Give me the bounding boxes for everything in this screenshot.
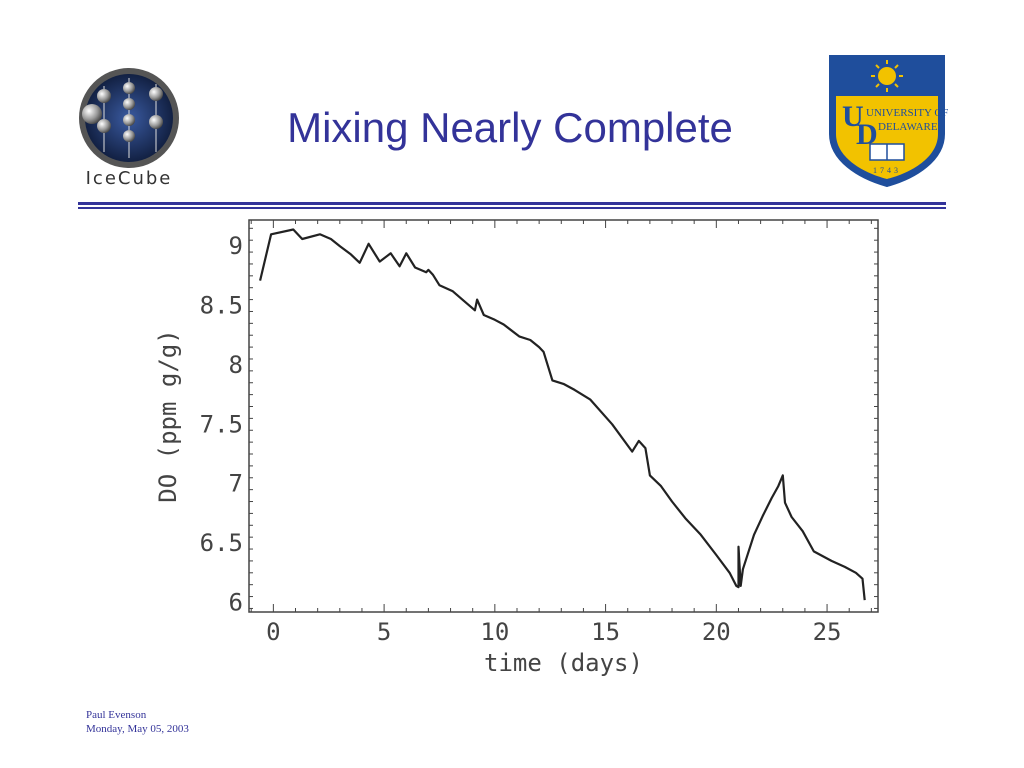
- plot-frame: [248, 219, 879, 613]
- x-tick-label: 15: [591, 618, 620, 646]
- x-tick-label: 20: [702, 618, 731, 646]
- title-rule-secondary: [78, 207, 946, 209]
- x-axis-label: time (days): [484, 649, 643, 677]
- x-tick-label: 5: [377, 618, 391, 646]
- svg-text:U: U: [842, 100, 864, 133]
- y-tick-label: 9: [229, 232, 243, 260]
- book-icon: [869, 143, 905, 161]
- icecube-logo: IceCube: [79, 68, 179, 189]
- x-tick-label: 0: [266, 618, 280, 646]
- ud-text-university: UNIVERSITY OF: [866, 107, 948, 119]
- x-tick-label: 10: [480, 618, 509, 646]
- axis-ticks: [249, 220, 878, 612]
- ud-text-delaware: DELAWARE: [878, 121, 938, 133]
- y-tick-label: 8: [229, 351, 243, 379]
- x-tick-label: 25: [813, 618, 842, 646]
- y-tick-label: 8.5: [200, 292, 243, 320]
- footer-author: Paul Evenson: [86, 709, 147, 721]
- icecube-logo-text: IceCube: [86, 168, 173, 189]
- y-tick-label: 7: [229, 470, 243, 498]
- y-axis-label: DO (ppm g/g): [154, 329, 182, 502]
- slide-footer: Paul Evenson Monday, May 05, 2003: [86, 708, 189, 736]
- series-line-dissolved-oxygen: [259, 228, 866, 601]
- slide-title: Mixing Nearly Complete: [287, 104, 733, 151]
- y-tick-label: 6.5: [200, 529, 243, 557]
- y-tick-label: 6: [229, 588, 243, 616]
- sun-icon: [871, 60, 903, 92]
- y-tick-label: 7.5: [200, 410, 243, 438]
- svg-text:D: D: [856, 118, 878, 151]
- ud-year: 1743: [873, 166, 901, 175]
- axis-tick-labels: 0 5 10 15 20 25 6 6.5 7 7.5 8 8.5 9: [200, 232, 842, 646]
- university-of-delaware-logo: U D UNIVERSITY OF DELAWARE 1743: [829, 55, 948, 188]
- footer-date: Monday, May 05, 2003: [86, 723, 189, 735]
- title-rule: [78, 202, 946, 205]
